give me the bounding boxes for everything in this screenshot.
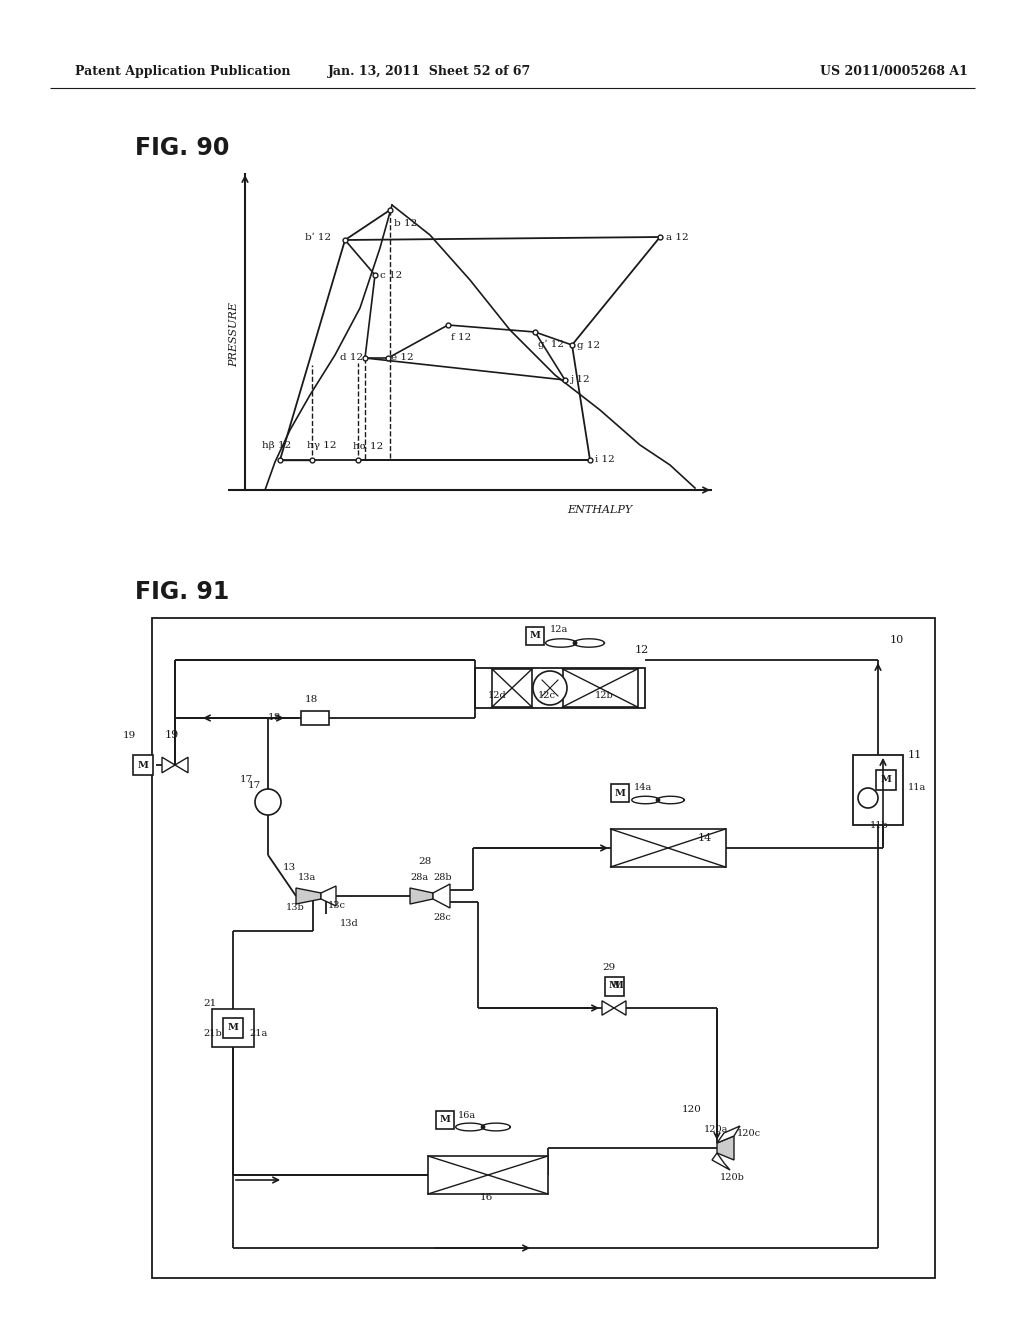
Bar: [436, 1111, 454, 1129]
Bar: [853, 755, 903, 825]
Bar: [492, 669, 532, 708]
Circle shape: [534, 671, 567, 705]
Text: 17: 17: [240, 776, 253, 784]
Text: 11: 11: [908, 750, 923, 760]
Polygon shape: [614, 1001, 626, 1015]
Text: 28: 28: [418, 857, 431, 866]
Text: 17: 17: [248, 780, 261, 789]
Text: 11b: 11b: [870, 821, 889, 829]
Circle shape: [255, 789, 281, 814]
Polygon shape: [712, 1152, 730, 1170]
Text: M: M: [608, 982, 620, 990]
Circle shape: [858, 788, 878, 808]
Text: 120a: 120a: [705, 1126, 728, 1134]
Text: 28a: 28a: [410, 874, 428, 883]
Text: 14: 14: [698, 833, 713, 843]
Text: 29: 29: [602, 964, 615, 973]
Text: 18: 18: [305, 696, 318, 705]
Text: 16: 16: [480, 1192, 494, 1201]
Text: 120c: 120c: [737, 1129, 761, 1138]
Bar: [610, 829, 725, 867]
Bar: [876, 770, 896, 789]
Text: gʹ 12: gʹ 12: [538, 339, 564, 348]
Bar: [526, 627, 544, 645]
Text: 14a: 14a: [634, 784, 652, 792]
Text: ENTHALPY: ENTHALPY: [567, 506, 633, 515]
Bar: [223, 1018, 243, 1038]
Text: M: M: [612, 982, 624, 990]
Text: 10: 10: [890, 635, 904, 645]
Text: 28b: 28b: [433, 874, 452, 883]
Bar: [562, 669, 638, 708]
Text: hα 12: hα 12: [353, 441, 383, 450]
Text: hβ 12: hβ 12: [262, 441, 291, 450]
Text: 19: 19: [165, 730, 179, 741]
Bar: [152, 618, 935, 1278]
Text: M: M: [227, 1023, 239, 1032]
Text: 11a: 11a: [908, 784, 927, 792]
Text: M: M: [881, 776, 892, 784]
Text: FIG. 90: FIG. 90: [135, 136, 229, 160]
Text: 12c: 12c: [538, 692, 556, 701]
Text: 120: 120: [682, 1106, 701, 1114]
Bar: [212, 1008, 254, 1047]
Text: 13d: 13d: [340, 920, 358, 928]
Text: 16a: 16a: [458, 1110, 476, 1119]
Polygon shape: [296, 888, 321, 904]
Text: a 12: a 12: [666, 232, 688, 242]
Bar: [611, 784, 629, 803]
Bar: [428, 1156, 548, 1195]
Circle shape: [656, 799, 660, 803]
Polygon shape: [717, 1137, 734, 1160]
Text: US 2011/0005268 A1: US 2011/0005268 A1: [820, 66, 968, 78]
Text: g 12: g 12: [577, 341, 600, 350]
Text: 13b: 13b: [286, 903, 305, 912]
Polygon shape: [162, 758, 175, 772]
Text: M: M: [614, 788, 626, 797]
Text: 12a: 12a: [550, 626, 568, 635]
Text: Patent Application Publication: Patent Application Publication: [75, 66, 291, 78]
Text: 21: 21: [203, 998, 216, 1007]
Text: d 12: d 12: [340, 354, 364, 363]
Text: 13c: 13c: [328, 902, 346, 911]
Text: hγ 12: hγ 12: [307, 441, 337, 450]
Bar: [475, 668, 645, 708]
Bar: [301, 711, 329, 725]
Circle shape: [573, 642, 577, 645]
Text: M: M: [529, 631, 541, 640]
Text: 21b: 21b: [203, 1028, 222, 1038]
Text: M: M: [137, 760, 148, 770]
Text: f 12: f 12: [451, 333, 471, 342]
Bar: [133, 755, 153, 775]
Polygon shape: [175, 758, 188, 772]
Text: Jan. 13, 2011  Sheet 52 of 67: Jan. 13, 2011 Sheet 52 of 67: [329, 66, 531, 78]
Polygon shape: [717, 1126, 740, 1143]
Bar: [604, 977, 624, 995]
Text: j 12: j 12: [570, 375, 590, 384]
Text: 12: 12: [635, 645, 649, 655]
Text: e 12: e 12: [391, 354, 414, 363]
Text: 12b: 12b: [595, 692, 613, 701]
Text: 18: 18: [268, 714, 282, 722]
Text: 13a: 13a: [298, 874, 316, 883]
Text: FIG. 91: FIG. 91: [135, 579, 229, 605]
Text: 13: 13: [283, 863, 296, 873]
Text: PRESSURE: PRESSURE: [229, 302, 239, 367]
Text: 21a: 21a: [249, 1028, 267, 1038]
Text: 120b: 120b: [720, 1173, 744, 1183]
Text: i 12: i 12: [595, 455, 614, 465]
Polygon shape: [321, 886, 336, 906]
Text: 19: 19: [123, 730, 136, 739]
Text: b 12: b 12: [394, 219, 417, 227]
Polygon shape: [602, 1001, 614, 1015]
Text: 28c: 28c: [433, 913, 451, 923]
Polygon shape: [410, 888, 433, 904]
Polygon shape: [433, 884, 450, 908]
Circle shape: [481, 1125, 485, 1129]
Text: 12d: 12d: [488, 692, 507, 701]
Text: M: M: [439, 1115, 451, 1125]
Text: c 12: c 12: [380, 271, 402, 280]
Text: bʹ 12: bʹ 12: [305, 232, 331, 242]
